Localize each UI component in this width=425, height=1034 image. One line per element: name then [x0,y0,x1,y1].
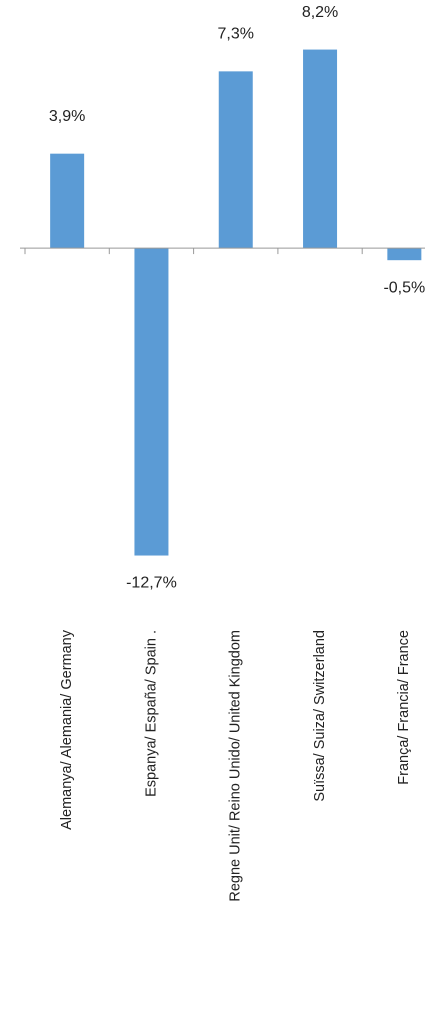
bar [387,248,422,261]
value-label: 8,2% [302,4,338,21]
bar [218,71,253,249]
value-label: 7,3% [218,26,254,43]
value-label: -12,7% [126,575,177,592]
value-label: -0,5% [383,279,425,296]
x-tick-label: Regne Unit/ Reino Unido/ United Kingdom [228,630,244,902]
bar [134,248,169,556]
x-tick-label: Alemanya/ Alemania/ Germany [59,629,75,830]
x-tick-label: França/ Francia/ France [396,630,412,785]
bar [50,153,85,249]
x-tick-label: Espanya/ España/ Spain . [143,630,159,797]
bar [303,49,338,249]
x-tick-label: Suïssa/ Suiza/ Switzerland [312,630,328,802]
value-label: 3,9% [49,108,85,125]
